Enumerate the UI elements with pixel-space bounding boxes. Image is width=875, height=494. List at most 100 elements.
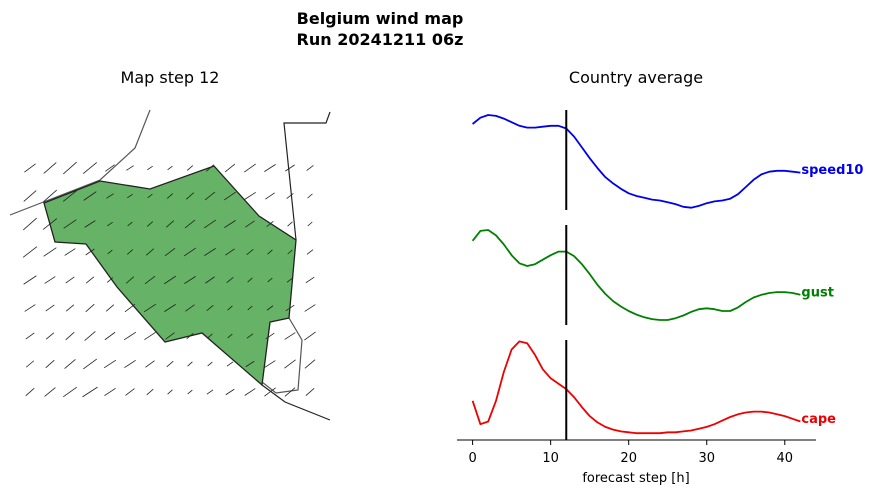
wind-barb	[65, 304, 75, 312]
wind-barb	[23, 217, 37, 231]
wind-barb	[224, 163, 236, 173]
wind-barb	[264, 387, 276, 397]
wind-barb	[267, 249, 273, 255]
wind-barb	[285, 164, 295, 172]
wind-barb	[187, 361, 193, 367]
series-label-gust: gust	[801, 285, 834, 300]
wind-barb	[24, 304, 36, 312]
wind-barb	[123, 331, 137, 341]
wind-barb	[186, 165, 194, 171]
x-tick-label: 10	[542, 451, 559, 466]
wind-barb	[264, 164, 276, 172]
wind-barb	[265, 192, 275, 200]
wind-barb	[266, 221, 274, 227]
wind-barb	[285, 304, 295, 312]
wind-barb	[106, 193, 114, 199]
wind-barb	[65, 276, 75, 284]
wind-barbs	[22, 161, 316, 398]
wind-barb	[82, 162, 98, 174]
wind-barb	[183, 247, 197, 257]
wind-barb	[146, 388, 154, 396]
wind-barb	[185, 304, 195, 312]
wind-barb	[45, 359, 55, 369]
wind-barb	[244, 388, 256, 396]
wind-barb	[105, 164, 115, 172]
wind-barb	[184, 219, 196, 229]
timeseries-panel-title: Country average	[568, 68, 704, 87]
series-line-speed10	[472, 114, 801, 209]
wind-barb	[164, 247, 176, 257]
series-line-gust	[471, 229, 801, 321]
wind-barb	[307, 193, 313, 199]
wind-barb	[306, 165, 314, 171]
wind-barb	[245, 360, 255, 368]
wind-barb	[44, 276, 56, 284]
wind-barb	[65, 331, 75, 341]
wind-barb	[227, 305, 233, 311]
wind-barb	[226, 361, 234, 367]
wind-barb	[84, 220, 96, 228]
wind-barb	[286, 193, 294, 199]
x-tick-label: 20	[620, 451, 637, 466]
wind-barb	[23, 275, 37, 285]
border-germany	[283, 111, 331, 241]
wind-barb	[23, 190, 37, 202]
wind-barb	[304, 359, 316, 369]
wind-barb	[244, 192, 256, 200]
wind-barb	[305, 387, 315, 397]
wind-barb	[143, 303, 157, 313]
wind-barb	[125, 276, 135, 284]
wind-barb	[165, 332, 175, 340]
wind-barb	[224, 191, 236, 201]
wind-barb	[127, 221, 133, 227]
wind-barb	[225, 388, 235, 396]
wind-barb	[287, 249, 293, 255]
x-tick-label: 0	[468, 451, 476, 466]
wind-barb	[83, 191, 97, 201]
wind-barb	[267, 277, 273, 283]
wind-barb	[127, 193, 133, 199]
wind-barb	[247, 305, 253, 311]
wind-barb	[25, 360, 35, 368]
wind-barb	[206, 389, 214, 395]
wind-barb	[245, 220, 255, 228]
series-line-cape	[471, 340, 801, 435]
wind-barb	[204, 248, 216, 256]
wind-barb	[63, 219, 77, 229]
wind-barb	[44, 387, 56, 397]
wind-barb	[165, 220, 175, 228]
wind-barb	[45, 304, 55, 312]
map-panel	[9, 109, 331, 421]
wind-barb	[266, 305, 274, 311]
wind-barb	[305, 276, 315, 284]
wind-barb	[22, 246, 38, 258]
wind-barb	[42, 218, 58, 230]
x-tick-label: 40	[777, 451, 794, 466]
series-label-cape: cape	[801, 412, 836, 427]
wind-barb	[167, 165, 173, 171]
wind-barb	[185, 192, 195, 200]
wind-barb	[204, 191, 216, 201]
wind-barb	[63, 161, 77, 175]
wind-barb	[166, 193, 174, 199]
border-netherlands-west	[9, 109, 151, 216]
belgium-country-shape	[43, 165, 297, 387]
wind-barb	[103, 359, 117, 369]
wind-barb	[64, 359, 76, 369]
border-france-east	[261, 384, 331, 421]
series-label-speed10: speed10	[801, 163, 863, 178]
wind-barb	[287, 221, 293, 227]
wind-barb	[204, 219, 216, 229]
wind-barb	[124, 303, 136, 313]
wind-barb	[186, 332, 194, 340]
wind-barb	[107, 249, 113, 255]
series-lines	[471, 114, 801, 435]
wind-barb	[146, 221, 154, 227]
wind-barb	[24, 163, 36, 173]
series-labels: speed10 gust cape	[801, 163, 863, 427]
wind-barb	[284, 387, 296, 397]
wind-barb	[225, 248, 235, 256]
wind-barb	[147, 193, 153, 199]
wind-barb	[207, 361, 213, 367]
